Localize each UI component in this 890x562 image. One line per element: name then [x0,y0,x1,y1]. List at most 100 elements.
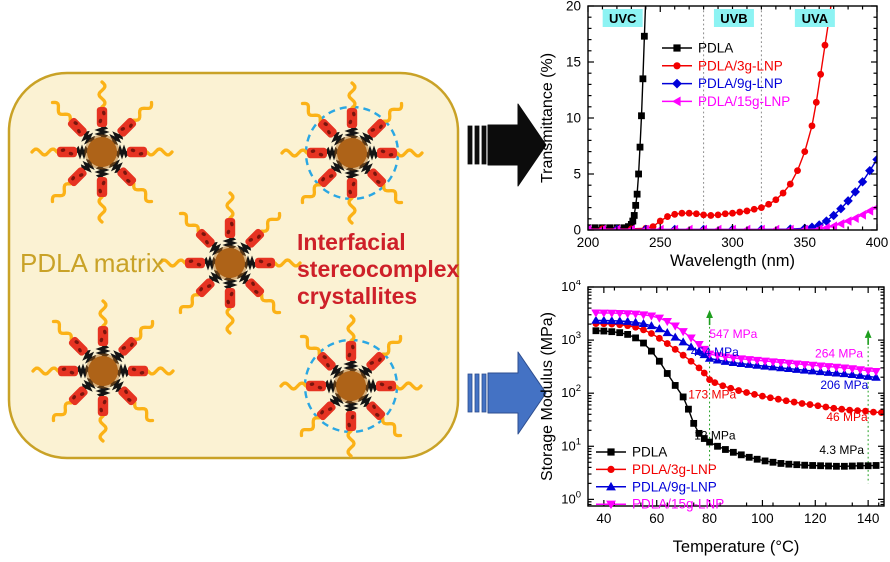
marker-triangle-down [823,363,834,372]
stereocomplex-crystallite [97,396,109,416]
pdla-tail-chain [300,101,322,123]
stereocomplex-crystallite [128,365,148,377]
marker-triangle-left [865,206,874,216]
marker-triangle-down [831,363,842,372]
y-tick-label: 0 [573,223,581,238]
x-tick-label: 140 [857,511,880,526]
marker-circle [751,390,758,398]
marker-circle [758,204,765,212]
marker-square [785,460,793,468]
marker-triangle-up [638,318,649,328]
region-label-bg [794,9,835,27]
polymer-chain [114,144,130,160]
marker-triangle-left [756,224,765,230]
up-arrow-icon [706,310,713,319]
marker-square [793,461,801,469]
marker-triangle-down [792,360,802,369]
marker-diamond [843,196,853,206]
polymer-chain [237,242,252,256]
polymer-chain [329,393,344,407]
marker-triangle-up [622,316,633,325]
stereocomplex-crystallite [97,326,109,346]
x-axis-title: Temperature (°C) [673,538,800,556]
marker-square [753,455,761,463]
marker-square [737,451,745,459]
marker-triangle-up [784,363,794,373]
marker-triangle-up [607,315,617,325]
pdla-tail-chain [395,148,424,158]
marker-triangle-up [662,327,672,337]
stereocomplex-crystallite [346,108,358,128]
marker-square [833,462,840,470]
marker-triangle-up [670,332,680,341]
marker-square [695,429,703,437]
marker-triangle-down [704,350,715,359]
marker-triangle-left [698,224,707,230]
crystallites-label-line: Interfacial [297,229,406,255]
marker-square [620,224,628,230]
x-tick-label: 40 [596,511,611,526]
stereocomplex-crystallite [346,178,358,198]
stereocomplex-crystallite [376,380,396,392]
marker-triangle-down [768,358,778,367]
polymer-chain [330,364,344,379]
x-axis-title: Wavelength (nm) [670,252,795,270]
up-arrow-icon [864,329,872,338]
polymer-chain [95,343,111,359]
marker-circle [700,211,707,219]
marker-triangle-up [823,367,834,376]
marker-triangle-down [599,309,609,318]
marker-triangle-down [638,311,649,320]
stereocomplex-crystallite [366,401,386,421]
stereocomplex-crystallite [224,288,236,308]
y-tick-label: 15 [566,55,581,70]
polymer-chain [109,159,123,174]
marker-circle [817,70,825,78]
pdla-tail-chain [50,182,72,204]
stereocomplex-crystallite [345,411,357,431]
marker-triangle-left [771,224,780,230]
marker-triangle-down [615,309,625,319]
nanoparticle-diagram: PDLA matrix Interfacialstereocomplexcryst… [7,71,547,460]
marker-triangle-down [662,317,672,327]
pdla-tail-chain [132,182,154,204]
y-tick-label: 103 [561,330,581,347]
polymer-chain [242,255,258,271]
marker-circle [664,213,671,220]
marker-triangle-up [863,371,873,380]
region-label: UVC [609,11,637,26]
x-tick-label: 350 [793,235,816,250]
legend-label: PDLA/9g-LNP [632,479,717,494]
marker-triangle-down [728,354,739,363]
marker-triangle-down [871,368,881,377]
value-annotation: 4.3 MPa [819,443,864,457]
region-label-bg [713,9,754,27]
pdla-tail-chain [260,211,282,233]
polymer-chain [81,130,95,145]
marker-circle [772,196,780,204]
polymer-chain [95,383,111,399]
marker-triangle-down [776,359,786,368]
nanoparticle [30,80,174,224]
plot-area [588,6,877,230]
region-label: UVA [802,11,829,26]
x-tick-label: 200 [577,235,600,250]
polymer-chain [222,275,238,291]
pdla-tail-chain [346,314,356,343]
marker-triangle-up [871,372,881,381]
pdla-tail-chain [225,306,235,335]
pdla-tail-chain [133,401,155,423]
pdla-tail-chain [382,101,404,123]
marker-circle [685,209,693,217]
marker-square [630,212,638,219]
marker-square [690,419,698,427]
stereocomplex-crystallite [96,107,108,127]
marker-triangle-left [684,224,693,230]
marker-triangle-down [815,362,826,371]
lignin-core [88,356,118,386]
value-annotation: 46 MPa [826,410,868,424]
marker-triangle-down [800,361,810,370]
marker-square [817,462,824,470]
marker-triangle-up [654,324,665,333]
marker-circle [727,384,735,392]
